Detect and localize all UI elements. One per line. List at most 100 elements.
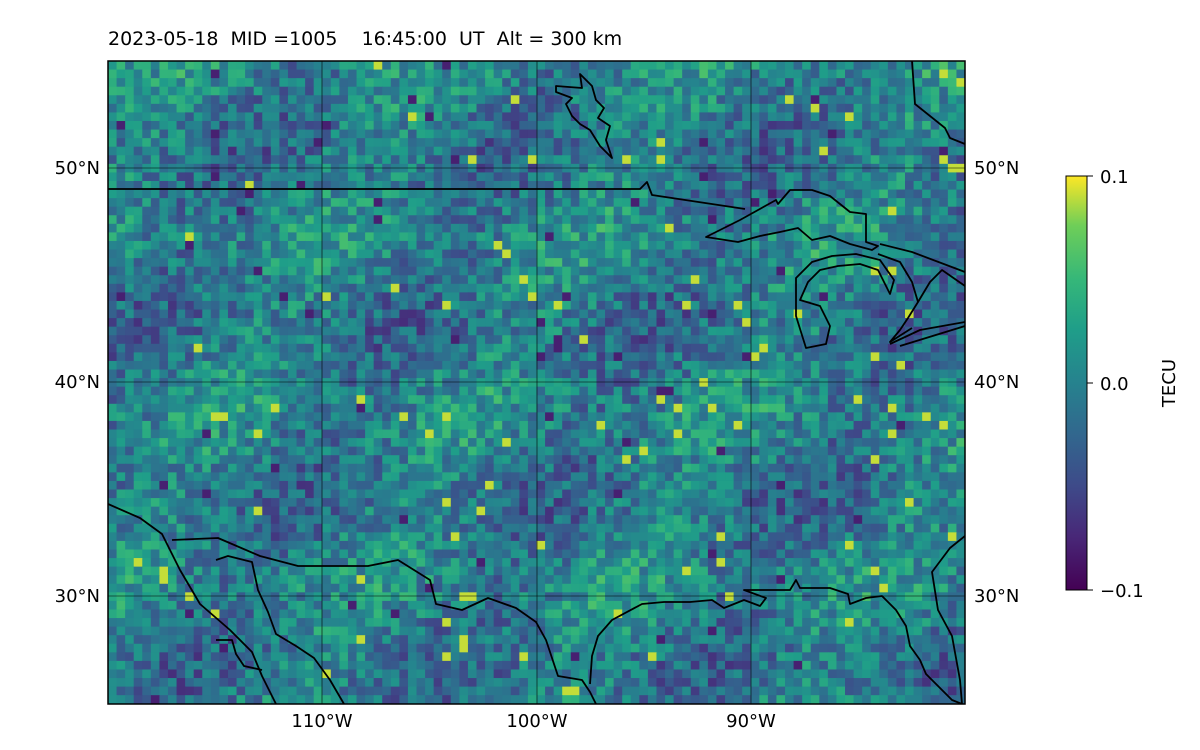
heatmap-cell <box>279 215 289 225</box>
heatmap-cell <box>519 309 529 319</box>
heatmap-cell <box>527 480 538 491</box>
heatmap-cell <box>210 352 221 362</box>
heatmap-cell <box>270 292 280 302</box>
heatmap-cell <box>793 138 803 148</box>
heatmap-cell <box>913 206 923 216</box>
heatmap-cell <box>459 103 469 114</box>
heatmap-cell <box>287 326 298 336</box>
heatmap-cell <box>407 86 418 96</box>
heatmap-cell <box>459 429 469 439</box>
heatmap-cell <box>579 360 589 371</box>
heatmap-cell <box>647 292 658 302</box>
heatmap-cell <box>305 378 315 388</box>
heatmap-cell <box>339 206 349 216</box>
heatmap-cell <box>227 480 238 491</box>
heatmap-cell <box>202 275 212 285</box>
heatmap-cell <box>545 352 555 362</box>
heatmap-cell <box>750 472 760 482</box>
heatmap-cell <box>785 292 795 302</box>
heatmap-cell <box>862 403 872 413</box>
heatmap-cell <box>725 412 735 422</box>
heatmap-cell <box>262 300 272 311</box>
heatmap-cell <box>742 309 752 319</box>
heatmap-cell <box>767 455 778 465</box>
heatmap-cell <box>887 61 898 71</box>
heatmap-cell <box>125 326 135 336</box>
heatmap-cell <box>802 275 812 285</box>
heatmap-cell <box>536 472 546 482</box>
heatmap-cell <box>433 129 443 139</box>
heatmap-cell <box>870 343 880 353</box>
heatmap-cell <box>262 369 272 379</box>
heatmap-cell <box>947 438 958 448</box>
heatmap-cell <box>150 292 161 302</box>
heatmap-cell <box>116 352 126 362</box>
heatmap-cell <box>647 275 658 285</box>
heatmap-cell <box>690 480 700 491</box>
heatmap-cell <box>827 189 838 199</box>
heatmap-cell <box>819 172 829 182</box>
heatmap-cell <box>416 360 426 371</box>
heatmap-cell <box>913 69 923 79</box>
heatmap-cell <box>810 258 820 268</box>
heatmap-cell <box>553 103 563 114</box>
heatmap-cell <box>605 378 615 388</box>
heatmap-cell <box>553 300 563 311</box>
heatmap-cell <box>330 335 340 345</box>
heatmap-cell <box>519 103 529 114</box>
heatmap-cell <box>922 180 932 191</box>
heatmap-cell <box>176 189 186 199</box>
heatmap-cell <box>382 249 392 259</box>
heatmap-cell <box>339 446 349 456</box>
heatmap-cell <box>913 95 923 105</box>
heatmap-cell <box>527 463 538 473</box>
heatmap-cell <box>347 240 358 251</box>
heatmap-cell <box>896 146 906 156</box>
heatmap-cell <box>639 138 649 148</box>
heatmap-cell <box>819 403 829 413</box>
heatmap-cell <box>819 129 829 139</box>
heatmap-cell <box>802 378 812 388</box>
heatmap-cell <box>459 472 469 482</box>
heatmap-cell <box>845 378 855 388</box>
heatmap-cell <box>347 180 358 191</box>
heatmap-cell <box>570 318 580 328</box>
heatmap-cell <box>673 112 683 122</box>
heatmap-cell <box>956 352 965 362</box>
heatmap-cell <box>390 112 400 122</box>
heatmap-cell <box>939 360 949 371</box>
heatmap-cell <box>510 138 520 148</box>
heatmap-cell <box>845 163 855 174</box>
heatmap-cell <box>322 318 332 328</box>
heatmap-cell <box>527 343 538 353</box>
heatmap-cell <box>896 283 906 293</box>
heatmap-cell <box>390 120 400 131</box>
heatmap-cell <box>502 180 512 191</box>
heatmap-cell <box>656 352 666 362</box>
heatmap-cell <box>305 275 315 285</box>
heatmap-cell <box>930 463 940 473</box>
heatmap-cell <box>716 455 726 465</box>
heatmap-cell <box>827 86 838 96</box>
heatmap-cell <box>262 275 272 285</box>
heatmap-cell <box>785 378 795 388</box>
heatmap-cell <box>236 172 246 182</box>
heatmap-cell <box>442 249 452 259</box>
heatmap-cell <box>108 412 118 422</box>
heatmap-cell <box>647 412 658 422</box>
heatmap-cell <box>862 180 872 191</box>
heatmap-cell <box>416 206 426 216</box>
heatmap-cell <box>622 326 632 336</box>
heatmap-cell <box>750 369 760 379</box>
heatmap-cell <box>390 455 400 465</box>
heatmap-cell <box>725 129 735 139</box>
heatmap-cell <box>759 258 769 268</box>
heatmap-cell <box>707 69 718 79</box>
heatmap-cell <box>665 360 675 371</box>
heatmap-cell <box>433 309 443 319</box>
heatmap-cell <box>159 386 169 396</box>
heatmap-cell <box>913 412 923 422</box>
heatmap-cell <box>725 78 735 88</box>
heatmap-cell <box>459 198 469 208</box>
heatmap-cell <box>519 155 529 165</box>
